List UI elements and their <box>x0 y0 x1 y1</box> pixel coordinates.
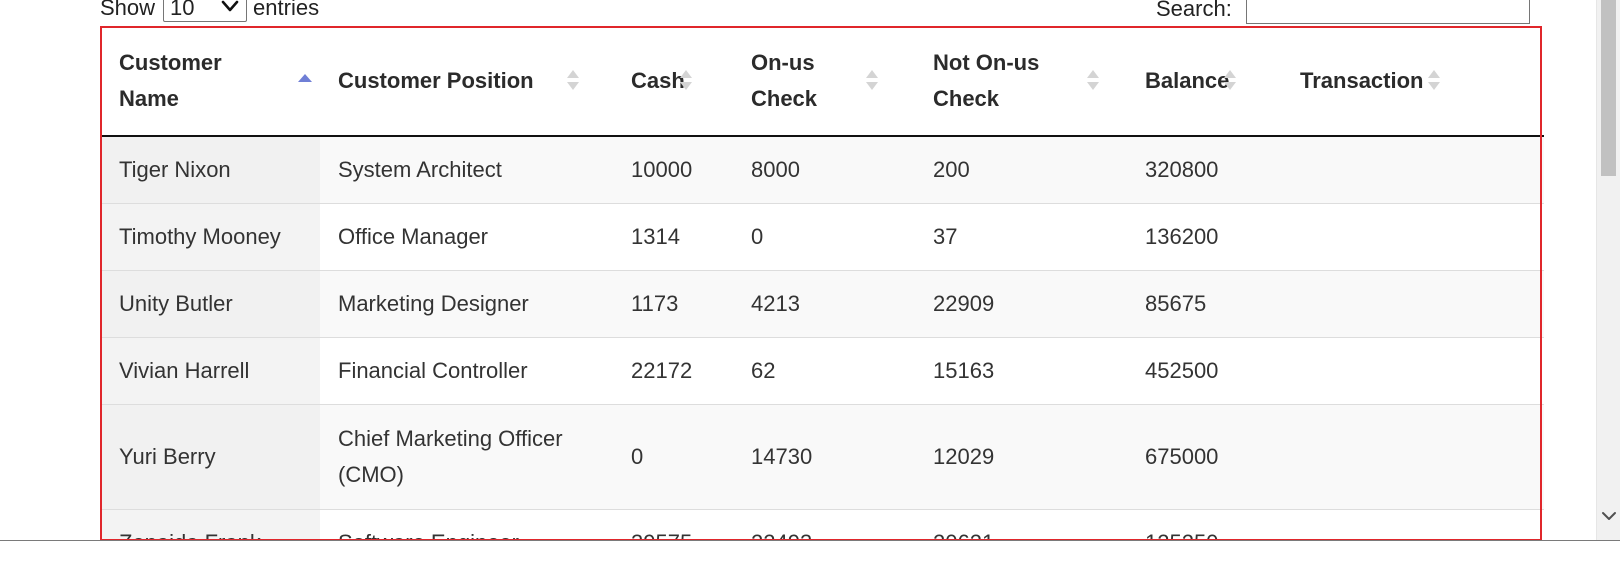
search-input[interactable] <box>1245 0 1530 24</box>
cell-customer-position: System Architect <box>320 136 613 204</box>
sort-both-icon <box>680 69 692 90</box>
cell-not-onus-check: 20621 <box>915 509 1127 541</box>
table-body: Tiger Nixon System Architect 10000 8000 200 3… <box>101 136 1544 541</box>
cell-customer-position: Marketing Designer <box>320 270 613 338</box>
scrollbar-thumb[interactable] <box>1601 0 1616 176</box>
cell-transaction <box>1282 337 1544 405</box>
table-row[interactable]: Vivian Harrell Financial Controller 22172 6… <box>101 337 1544 405</box>
sort-both-icon <box>1224 69 1236 90</box>
cell-onus-check: 22493 <box>733 509 915 541</box>
cell-customer-name: Timothy Mooney <box>101 203 320 271</box>
cell-not-onus-check: 15163 <box>915 337 1127 405</box>
cell-customer-position: Financial Controller <box>320 337 613 405</box>
cell-onus-check: 8000 <box>733 136 915 204</box>
table-row[interactable]: Unity Butler Marketing Designer 1173 4213 22… <box>101 270 1544 338</box>
column-header[interactable]: Not On-us Check <box>915 26 1127 137</box>
cell-customer-position: Chief Marketing Officer (CMO) <box>320 404 613 510</box>
table-row[interactable]: Yuri Berry Chief Marketing Officer (CMO) 0… <box>101 404 1544 510</box>
chevron-down-icon[interactable] <box>1599 506 1619 526</box>
cell-cash: 10000 <box>613 136 733 204</box>
cell-customer-position: Software Engineer <box>320 509 613 541</box>
cell-balance: 320800 <box>1127 136 1282 204</box>
cell-not-onus-check: 37 <box>915 203 1127 271</box>
cell-not-onus-check: 200 <box>915 136 1127 204</box>
entries-length-select[interactable]: 10 <box>163 0 248 22</box>
cell-customer-name: Unity Butler <box>101 270 320 338</box>
cell-not-onus-check: 22909 <box>915 270 1127 338</box>
entries-length-value: 10 <box>170 0 195 20</box>
table-header-row: Customer Name Customer Position Cash On-us … <box>101 26 1544 137</box>
viewport-bottom-edge <box>0 540 1620 541</box>
customer-table-wrapper: Customer Name Customer Position Cash On-us … <box>101 26 1544 541</box>
page-scrollbar[interactable] <box>1596 0 1620 541</box>
cell-balance: 452500 <box>1127 337 1282 405</box>
sort-both-icon <box>1087 69 1099 90</box>
cell-cash: 0 <box>613 404 733 510</box>
cell-customer-name: Vivian Harrell <box>101 337 320 405</box>
cell-balance: 85675 <box>1127 270 1282 338</box>
chevron-down-icon <box>221 0 239 12</box>
entries-label: entries <box>253 0 320 20</box>
column-header[interactable]: Balance <box>1127 26 1282 137</box>
cell-balance: 675000 <box>1127 404 1282 510</box>
column-header[interactable]: Customer Position <box>320 26 613 137</box>
customer-table: Customer Name Customer Position Cash On-us … <box>101 26 1544 541</box>
column-header-label: Customer Name <box>119 49 222 111</box>
cell-onus-check: 4213 <box>733 270 915 338</box>
cell-transaction <box>1282 509 1544 541</box>
column-header-label: Balance <box>1145 67 1230 93</box>
table-row[interactable]: Timothy Mooney Office Manager 1314 0 37 13620… <box>101 203 1544 271</box>
cell-not-onus-check: 12029 <box>915 404 1127 510</box>
sort-both-icon <box>567 69 579 90</box>
column-header-label: Cash <box>631 67 685 93</box>
table-row[interactable]: Tiger Nixon System Architect 10000 8000 200 3… <box>101 136 1544 204</box>
show-label: Show <box>100 0 156 20</box>
cell-balance: 136200 <box>1127 203 1282 271</box>
sort-both-icon <box>866 69 878 90</box>
cell-onus-check: 0 <box>733 203 915 271</box>
cell-onus-check: 62 <box>733 337 915 405</box>
column-header[interactable]: Cash <box>613 26 733 137</box>
cell-transaction <box>1282 203 1544 271</box>
cell-customer-name: Yuri Berry <box>101 404 320 510</box>
cell-customer-name: Zenaida Frank <box>101 509 320 541</box>
cell-cash: 22172 <box>613 337 733 405</box>
search-control: Search: <box>1156 0 1530 24</box>
cell-cash: 39575 <box>613 509 733 541</box>
cell-transaction <box>1282 270 1544 338</box>
cell-cash: 1173 <box>613 270 733 338</box>
table-row[interactable]: Zenaida FrankSoftware Engineer3957522493… <box>101 509 1544 541</box>
sort-both-icon <box>1428 69 1440 90</box>
page-viewport: Show 10 entries Search: Customer Name <box>100 0 1620 541</box>
column-header-label: Not On-us Check <box>933 49 1040 111</box>
column-header-label: Customer Position <box>338 67 534 93</box>
cell-cash: 1314 <box>613 203 733 271</box>
column-header[interactable]: Transaction <box>1282 26 1544 137</box>
search-label: Search: <box>1156 0 1232 21</box>
cell-customer-position: Office Manager <box>320 203 613 271</box>
cell-onus-check: 14730 <box>733 404 915 510</box>
cell-transaction <box>1282 404 1544 510</box>
column-header-label: Transaction <box>1300 67 1424 93</box>
cell-balance: 125250 <box>1127 509 1282 541</box>
cell-transaction <box>1282 136 1544 204</box>
sort-ascending-icon <box>298 73 312 82</box>
entries-length-control: Show 10 entries <box>100 0 319 22</box>
cell-customer-name: Tiger Nixon <box>101 136 320 204</box>
column-header[interactable]: On-us Check <box>733 26 915 137</box>
column-header[interactable]: Customer Name <box>101 26 320 137</box>
column-header-label: On-us Check <box>751 49 818 111</box>
